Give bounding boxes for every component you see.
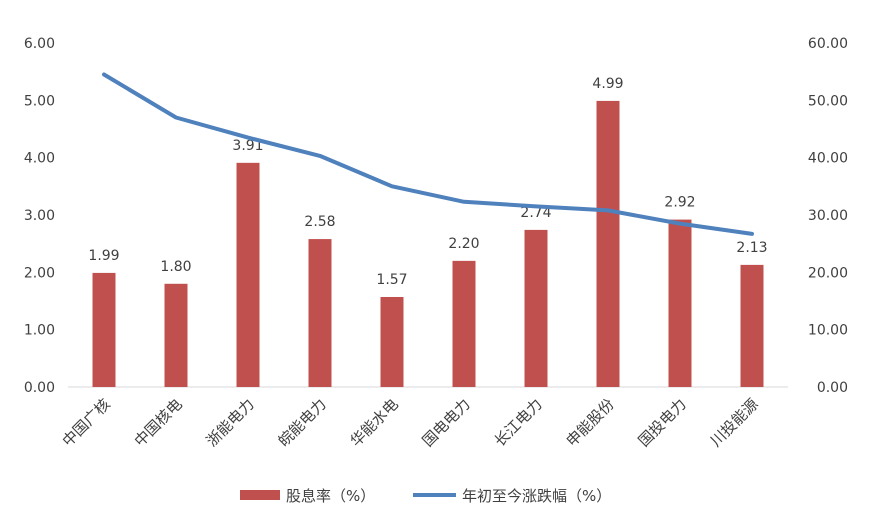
x-axis-category-label: 中国核电	[131, 395, 186, 450]
right-axis-tick-label: 20.00	[808, 265, 848, 281]
x-axis-category-label: 国投电力	[635, 395, 690, 450]
left-axis-tick-label: 6.00	[24, 36, 55, 52]
x-axis-category-label: 长江电力	[491, 395, 546, 450]
x-axis-category-label: 申能股份	[563, 395, 618, 450]
bar	[524, 229, 548, 387]
left-y-axis: 0.00 1.00 2.00 3.00 4.00 5.00 6.00	[24, 36, 55, 396]
x-axis-category-label: 中国广核	[59, 395, 114, 450]
bar-data-label: 3.91	[232, 138, 263, 154]
right-axis-tick-label: 50.00	[808, 93, 848, 109]
bar-data-label: 2.58	[304, 214, 335, 230]
x-axis-category-label: 浙能电力	[203, 395, 258, 450]
bar	[668, 219, 692, 387]
legend-bar-label: 股息率（%）	[286, 487, 375, 505]
bar-data-label: 2.74	[520, 205, 551, 221]
x-axis-category-label: 华能水电	[347, 395, 402, 450]
legend: 股息率（%） 年初至今涨跌幅（%）	[240, 487, 611, 505]
right-axis-tick-label: 0.00	[817, 380, 848, 396]
left-axis-tick-label: 1.00	[24, 323, 55, 339]
bar	[308, 239, 332, 387]
x-axis-labels: 中国广核 中国核电 浙能电力 皖能电力 华能水电 国电电力 长江电力 申能股份 国投电力 川投能源	[59, 395, 762, 450]
bar-series	[92, 100, 764, 387]
left-axis-tick-label: 2.00	[24, 265, 55, 281]
left-axis-tick-label: 0.00	[24, 380, 55, 396]
bar	[164, 283, 188, 387]
bar-data-label: 1.80	[160, 259, 191, 275]
right-axis-tick-label: 60.00	[808, 36, 848, 52]
right-axis-tick-label: 30.00	[808, 208, 848, 224]
right-axis-tick-label: 40.00	[808, 151, 848, 167]
bar	[380, 296, 404, 387]
x-axis-category-label: 川投能源	[707, 395, 762, 450]
right-y-axis: 0.00 10.00 20.00 30.00 40.00 50.00 60.00	[808, 36, 848, 396]
line-series	[102, 72, 754, 236]
bar-data-label: 2.13	[736, 240, 767, 256]
bar	[596, 100, 620, 387]
bar-data-label: 2.20	[448, 236, 479, 252]
bar-data-labels: 1.99 1.80 3.91 2.58 1.57 2.20 2.74 4.99 2.92 2.13	[88, 76, 767, 288]
legend-line-label: 年初至今涨跌幅（%）	[462, 487, 611, 505]
bar-data-label: 4.99	[592, 76, 623, 92]
left-axis-tick-label: 3.00	[24, 208, 55, 224]
right-axis-tick-label: 10.00	[808, 323, 848, 339]
bar	[236, 162, 260, 387]
bar	[92, 272, 116, 387]
line-path	[102, 72, 754, 236]
bar	[740, 264, 764, 387]
x-axis-category-label: 皖能电力	[275, 395, 330, 450]
left-axis-tick-label: 5.00	[24, 93, 55, 109]
bar-data-label: 1.99	[88, 248, 119, 264]
bar-data-label: 1.57	[376, 272, 407, 288]
left-axis-tick-label: 4.00	[24, 151, 55, 167]
bar	[452, 260, 476, 387]
x-axis-category-label: 国电电力	[419, 395, 474, 450]
bar-data-label: 2.92	[664, 195, 695, 211]
legend-bar-swatch	[240, 490, 280, 500]
